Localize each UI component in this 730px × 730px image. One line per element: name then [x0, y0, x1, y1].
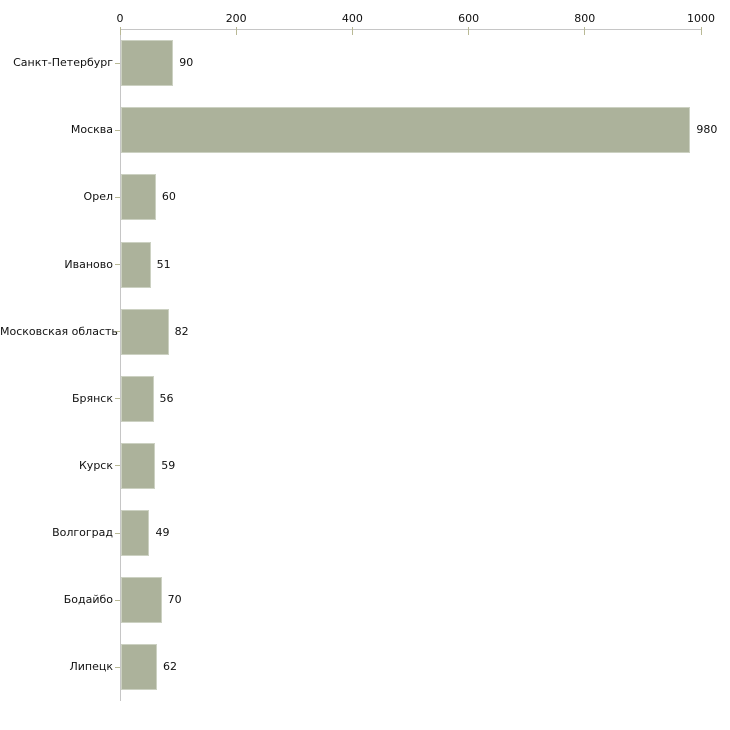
category-label: Московская область	[0, 324, 118, 338]
category-label: Брянск	[71, 391, 113, 405]
x-tick-mark	[700, 27, 702, 35]
y-tick-mark	[115, 331, 120, 333]
bar-value-label: 82	[174, 324, 189, 338]
x-tick-label: 200	[225, 12, 247, 25]
x-tick-label: 400	[341, 12, 363, 25]
x-tick-label: 800	[574, 12, 596, 25]
x-tick-mark	[351, 27, 353, 35]
bar-value-label: 980	[696, 123, 718, 137]
bar	[121, 40, 174, 87]
bar	[121, 107, 691, 154]
category-label: Волгоград	[52, 526, 113, 540]
y-axis-line	[120, 29, 121, 701]
y-tick-mark	[115, 264, 120, 266]
bar	[121, 308, 169, 355]
bar	[121, 241, 151, 288]
bar-value-label: 49	[155, 526, 170, 540]
x-tick-mark	[584, 27, 586, 35]
bar	[121, 577, 162, 624]
category-label: Москва	[70, 123, 113, 137]
bar-value-label: 51	[156, 257, 171, 271]
x-tick-label: 1000	[687, 12, 715, 25]
y-tick-mark	[115, 398, 120, 400]
y-tick-mark	[115, 129, 120, 131]
y-tick-mark	[115, 62, 120, 64]
x-tick-mark	[119, 27, 121, 35]
category-label: Бодайбо	[63, 593, 113, 607]
x-axis-line	[120, 29, 702, 30]
bar-value-label: 56	[159, 391, 174, 405]
y-tick-mark	[115, 196, 120, 198]
bar-value-label: 59	[161, 458, 176, 472]
bar	[121, 442, 156, 489]
bar	[121, 375, 154, 422]
category-label: Липецк	[69, 660, 113, 674]
bar	[121, 174, 156, 221]
y-tick-mark	[115, 599, 120, 601]
y-tick-mark	[115, 465, 120, 467]
bar-value-label: 90	[179, 56, 194, 70]
category-label: Орел	[83, 190, 113, 204]
bar-value-label: 70	[167, 593, 182, 607]
y-tick-mark	[115, 666, 120, 668]
bar-value-label: 62	[163, 660, 178, 674]
bar-value-label: 60	[161, 190, 176, 204]
x-tick-label: 0	[116, 12, 124, 25]
x-tick-mark	[235, 27, 237, 35]
bar	[121, 644, 158, 691]
y-tick-mark	[115, 532, 120, 534]
x-tick-mark	[468, 27, 470, 35]
category-label: Санкт-Петербург	[13, 56, 113, 70]
category-label: Курск	[79, 458, 113, 472]
x-tick-label: 600	[458, 12, 480, 25]
bar	[121, 510, 150, 557]
category-label: Иваново	[64, 257, 113, 271]
